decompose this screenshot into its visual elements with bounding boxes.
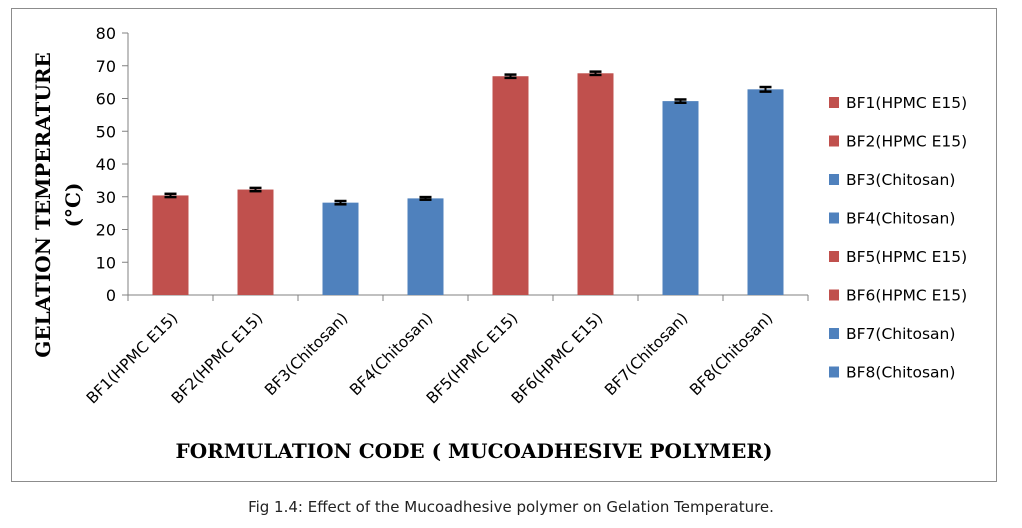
y-tick-label: 80: [96, 24, 116, 43]
bar: [237, 189, 274, 295]
legend-swatch: [829, 251, 839, 262]
y-tick-label: 30: [96, 188, 116, 207]
legend-swatch: [829, 328, 839, 339]
x-tick-label: BF6(HPMC E15): [508, 309, 606, 407]
y-axis-title: GELATION TEMPERATURE: [31, 52, 55, 358]
y-tick-label: 50: [96, 122, 116, 141]
legend-swatch: [829, 174, 839, 185]
y-tick-label: 20: [96, 221, 116, 240]
y-tick-label: 10: [96, 253, 116, 272]
y-tick-label: 60: [96, 90, 116, 109]
legend-label: BF6(HPMC E15): [846, 287, 967, 305]
y-tick-label: 0: [106, 286, 116, 305]
x-tick-label: BF5(HPMC E15): [423, 309, 521, 407]
bar: [492, 76, 529, 295]
legend-label: BF1(HPMC E15): [846, 94, 967, 112]
bar: [152, 195, 189, 295]
y-tick-label: 40: [96, 155, 116, 174]
legend-label: BF8(Chitosan): [846, 364, 955, 382]
bar: [662, 101, 699, 296]
y-axis-unit: (°C): [61, 183, 85, 228]
x-tick-label: BF1(HPMC E15): [83, 309, 181, 407]
x-tick-label: BF2(HPMC E15): [168, 309, 266, 407]
x-tick-label: BF7(Chitosan): [601, 309, 691, 399]
legend-swatch: [829, 97, 839, 108]
x-tick-label: BF3(Chitosan): [261, 309, 351, 399]
legend-label: BF5(HPMC E15): [846, 248, 967, 266]
legend-label: BF7(Chitosan): [846, 325, 955, 343]
bar: [407, 198, 444, 295]
y-tick-label: 70: [96, 57, 116, 76]
x-tick-label: BF8(Chitosan): [686, 309, 776, 399]
legend-label: BF3(Chitosan): [846, 171, 955, 189]
legend-swatch: [829, 289, 839, 301]
legend-label: BF4(Chitosan): [846, 210, 955, 228]
figure-caption: Fig 1.4: Effect of the Mucoadhesive poly…: [248, 498, 774, 516]
x-axis-title: FORMULATION CODE ( MUCOADHESIVE POLYMER): [176, 439, 773, 463]
bar: [577, 73, 614, 295]
legend-swatch: [829, 135, 839, 147]
legend-swatch: [829, 212, 839, 224]
legend-label: BF2(HPMC E15): [846, 133, 967, 151]
legend-swatch: [829, 366, 839, 378]
bar: [322, 202, 359, 295]
x-tick-label: BF4(Chitosan): [346, 309, 436, 399]
bar: [747, 89, 784, 295]
